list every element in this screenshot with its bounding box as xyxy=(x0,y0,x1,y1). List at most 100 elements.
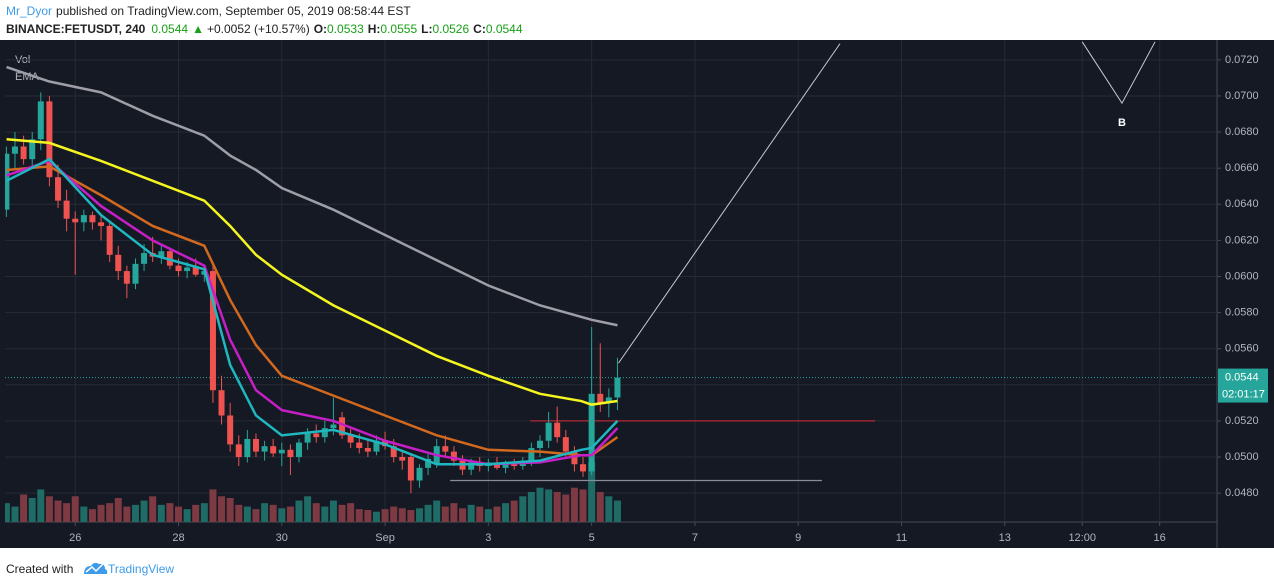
y-tick-label: 0.0720 xyxy=(1225,54,1259,66)
volume-bar xyxy=(441,506,449,522)
candle-body xyxy=(141,253,148,264)
candle-body xyxy=(399,457,406,461)
tradingview-logo xyxy=(84,562,108,574)
volume-bar xyxy=(226,498,234,522)
volume-bar xyxy=(200,503,208,522)
volume-bar xyxy=(596,492,604,522)
candle-body xyxy=(442,446,449,452)
volume-bar xyxy=(467,504,475,522)
l-label: L: xyxy=(421,22,432,36)
candle-body xyxy=(528,447,535,461)
candle-body xyxy=(416,467,423,481)
volume-bar xyxy=(71,496,79,522)
candle-body xyxy=(536,440,543,448)
volume-bar xyxy=(407,510,415,522)
c-label: C: xyxy=(473,22,486,36)
last-price-tag xyxy=(1218,368,1268,403)
volume-bar xyxy=(493,506,501,522)
y-tick-label: 0.0480 xyxy=(1225,487,1259,499)
y-tick-label: 0.0520 xyxy=(1225,415,1259,427)
volume-bar xyxy=(269,504,277,522)
volume-bar xyxy=(295,500,303,522)
candle-body xyxy=(304,433,311,443)
candle-body xyxy=(270,446,277,454)
volume-bar xyxy=(166,503,174,522)
footer-brand[interactable]: TradingView xyxy=(108,562,174,576)
last-price-label: 0.0544 xyxy=(1225,371,1259,383)
candle-body xyxy=(580,464,587,472)
candle-body xyxy=(89,215,96,223)
volume-bar xyxy=(347,503,355,522)
candle-body xyxy=(46,101,53,178)
candle-body xyxy=(287,449,294,458)
y-tick-label: 0.0560 xyxy=(1225,343,1259,355)
y-tick-label: 0.0580 xyxy=(1225,306,1259,318)
l: 0.0526 xyxy=(432,22,469,36)
candle-body xyxy=(321,428,328,438)
y-tick-label: 0.0620 xyxy=(1225,234,1259,246)
legend-ema: EMA xyxy=(15,71,40,83)
volume-bar xyxy=(114,498,122,522)
y-tick-label: 0.0680 xyxy=(1225,126,1259,138)
header-line-2: BINANCE:FETUSDT, 240 0.0544 ▲ +0.0052 (+10.… xyxy=(6,22,523,36)
x-tick-label: 3 xyxy=(485,532,491,544)
volume-bar xyxy=(304,496,312,522)
candle-body xyxy=(390,446,397,458)
candle-body xyxy=(192,267,199,275)
candle-body xyxy=(597,393,604,403)
volume-bar xyxy=(286,506,294,522)
volume-bar xyxy=(149,496,157,522)
candle-body xyxy=(356,442,363,448)
candle-body xyxy=(347,435,354,443)
c: 0.0544 xyxy=(486,22,523,36)
candle-body xyxy=(278,449,285,454)
volume-bar xyxy=(218,496,226,522)
volume-bar xyxy=(140,500,148,522)
volume-bar xyxy=(381,509,389,522)
last: 0.0544 xyxy=(151,22,188,36)
candle-body xyxy=(588,393,595,472)
volume-bar xyxy=(63,503,71,522)
y-tick-label: 0.0600 xyxy=(1225,270,1259,282)
volume-bar xyxy=(338,504,346,522)
x-tick-label: 11 xyxy=(896,532,907,544)
candle-body xyxy=(261,446,268,452)
volume-bar xyxy=(45,496,53,522)
volume-bar xyxy=(157,504,165,522)
volume-bar xyxy=(355,509,363,522)
volume-bar xyxy=(252,509,260,522)
volume-bar xyxy=(235,504,243,522)
x-tick-label: 12:00 xyxy=(1068,532,1096,544)
ema-line xyxy=(6,159,619,466)
author[interactable]: Mr_Dyor xyxy=(6,4,52,18)
candle-body xyxy=(80,215,87,223)
volume-bar xyxy=(97,504,105,522)
arrow: ▲ xyxy=(192,22,204,36)
candle-body xyxy=(11,146,18,154)
volume-bar xyxy=(613,500,621,522)
y-tick-label: 0.0500 xyxy=(1225,451,1259,463)
candle-body xyxy=(468,462,475,470)
candle-body xyxy=(571,451,578,465)
candle-body xyxy=(106,225,113,255)
x-tick-label: 9 xyxy=(795,532,801,544)
candle-body xyxy=(184,267,191,272)
volume-bar xyxy=(183,509,191,522)
trend-drawing xyxy=(618,43,841,364)
candle-body xyxy=(545,422,552,441)
ema-line xyxy=(6,165,619,457)
volume-bar xyxy=(80,506,88,522)
volume-bar xyxy=(570,487,578,522)
chart-background xyxy=(0,40,1274,548)
candle-body xyxy=(235,444,242,458)
candle-body xyxy=(218,390,225,416)
volume-bar xyxy=(312,503,320,522)
h-label: H: xyxy=(368,22,381,36)
volume-bar xyxy=(390,506,398,522)
volume-bar xyxy=(562,494,570,522)
volume-bar xyxy=(579,489,587,522)
trend-drawing xyxy=(1081,41,1156,105)
change: +0.0052 (+10.57%) xyxy=(207,22,310,36)
o-label: O: xyxy=(314,22,327,36)
